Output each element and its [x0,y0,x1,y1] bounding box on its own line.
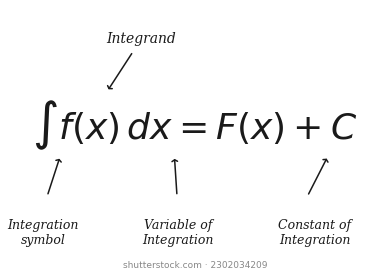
Text: Variable of
Integration: Variable of Integration [142,219,214,247]
Text: Integrand: Integrand [106,32,176,46]
Text: $\int f(x)\, dx = F(x) + C$: $\int f(x)\, dx = F(x) + C$ [32,99,358,152]
Text: shutterstock.com · 2302034209: shutterstock.com · 2302034209 [123,261,267,270]
Text: Constant of
Integration: Constant of Integration [278,219,351,247]
Text: Integration
symbol: Integration symbol [8,219,79,247]
